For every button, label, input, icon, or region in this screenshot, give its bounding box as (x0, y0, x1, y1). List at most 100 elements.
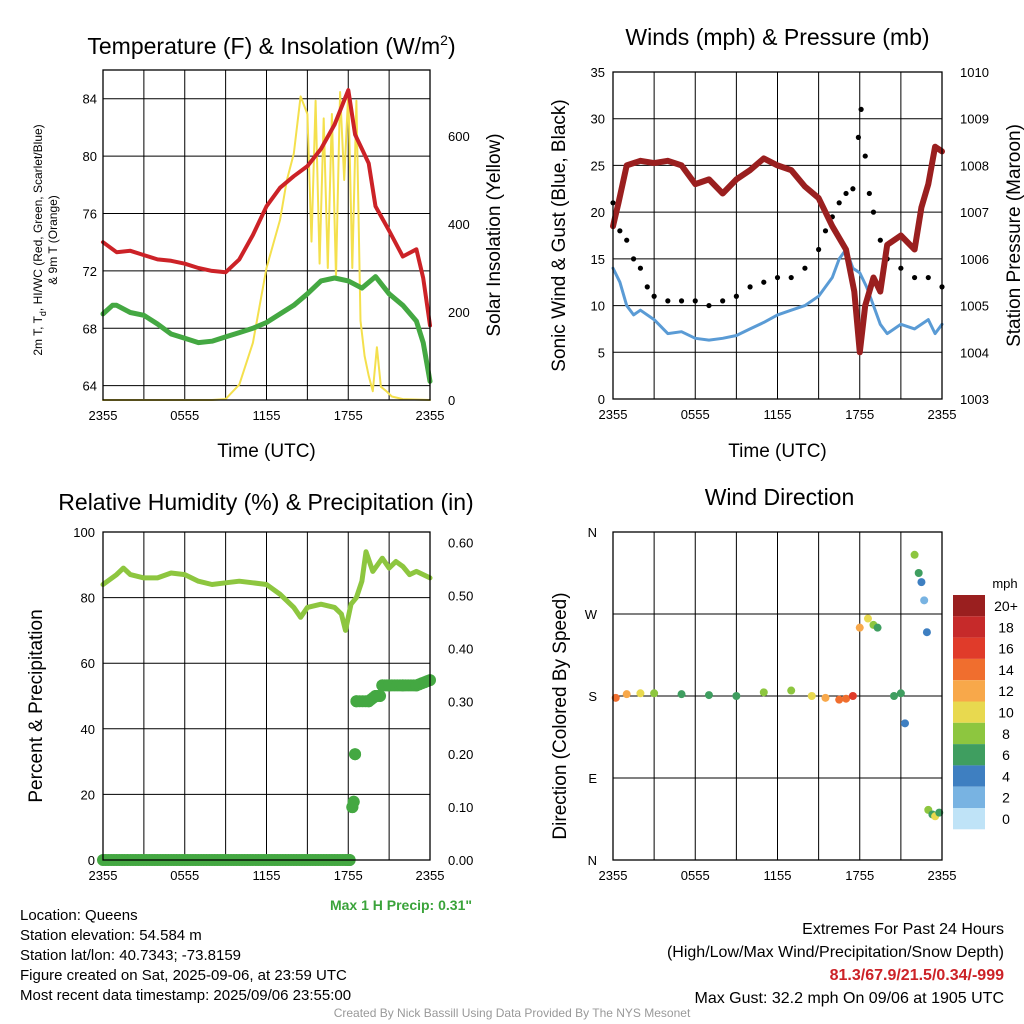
temp-panel-x-tick-label: 2355 (89, 408, 118, 423)
direction-panel-direction-point (900, 719, 909, 728)
max-gust-text: Max Gust: 32.2 mph On 09/06 at 1905 UTC (694, 990, 1005, 1007)
wind-panel-gust-point (877, 237, 883, 243)
rh-panel-x-tick-label: 1755 (334, 868, 363, 883)
direction-panel-direction-point (935, 808, 944, 817)
temp-panel-frame (102, 69, 431, 401)
direction-panel-legend-swatch (953, 595, 985, 617)
direction-panel-legend-label: 20+ (994, 598, 1018, 614)
rh-panel-y2-tick-label: 0.10 (448, 800, 473, 815)
wind-panel-gust-point (630, 256, 637, 262)
wind-panel-gust-point (911, 274, 918, 281)
rh-panel-title: Relative Humidity (%) & Precipitation (i… (58, 489, 473, 515)
temp-panel-title: Temperature (F) & Insolation (W/m2) (87, 32, 455, 59)
wind-panel-x-tick-label: 1155 (764, 407, 792, 422)
direction-panel-legend-swatch (953, 680, 985, 702)
direction-panel-direction-point (611, 693, 620, 702)
wind-panel-gust-point (624, 237, 630, 243)
direction-panel-legend-swatch (953, 744, 985, 766)
direction-panel-direction-point (677, 690, 686, 699)
rh-panel-y-axis-label: Percent & Precipitation (26, 609, 47, 802)
wind-panel-gust-point (862, 153, 868, 159)
temp-panel-insolation-line (102, 91, 431, 401)
direction-panel-legend-swatch (953, 765, 985, 787)
wind-panel-frame (612, 71, 943, 400)
station-info: Location: Queens Station elevation: 54.5… (20, 906, 351, 1006)
rh-panel-y-tick-label: 0 (88, 853, 95, 868)
rh-panel-x-tick-label: 2355 (416, 868, 445, 883)
rh-panel-precip-point (374, 690, 387, 702)
wind-panel-gust-point (733, 293, 739, 299)
direction-panel-direction-point (732, 692, 741, 700)
direction-panel-direction-point (848, 692, 857, 700)
direction-panel-y-tick-label: N (588, 853, 597, 868)
rh-panel-x-tick-label: 1155 (253, 868, 281, 883)
rh-panel-y-tick-label: 20 (81, 787, 95, 802)
direction-panel-x-tick-label: 1755 (845, 868, 874, 883)
wind-panel-gust-point (788, 274, 794, 281)
rh-panel-frame (102, 531, 431, 861)
wind-panel-y-tick-label: 25 (591, 158, 605, 173)
temp-panel-dewpoint-line (100, 274, 433, 384)
direction-panel-title: Wind Direction (705, 484, 855, 510)
temp-panel-y-tick-label: 64 (83, 379, 97, 394)
wind-panel-gust-point (637, 265, 644, 271)
direction-panel-y-axis-label: Direction (Colored By Speed) (550, 592, 571, 839)
temp-panel-y-tick-label: 84 (83, 92, 97, 107)
direction-panel-frame (612, 531, 943, 861)
rh-panel-y-tick-label: 60 (81, 656, 95, 671)
direction-panel-direction-point (896, 689, 905, 698)
direction-panel-direction-point (842, 694, 851, 703)
temp-panel-temperature-line (101, 88, 432, 328)
direction-panel-x-tick-label: 2355 (599, 868, 628, 883)
wind-panel-gust-point (774, 274, 781, 281)
recent-data-text: Most recent data timestamp: 2025/09/06 2… (20, 987, 352, 1004)
wind-panel-gust-point (802, 265, 808, 271)
temp-panel-y-tick-label: 72 (83, 264, 97, 279)
wind-panel-y2-tick-label: 1010 (960, 65, 989, 80)
direction-panel-y-tick-label: W (585, 607, 598, 622)
direction-panel-legend-swatch (953, 616, 985, 638)
wind-panel-gust-point (692, 298, 698, 304)
direction-panel-legend-label: 18 (998, 619, 1014, 635)
rh-panel-humidity-line (100, 549, 433, 633)
direction-panel-direction-point (704, 691, 713, 700)
temp-panel-x-tick-label: 1755 (334, 408, 363, 423)
credit-text: Created By Nick Bassill Using Data Provi… (333, 1006, 691, 1020)
direction-panel-direction-point (821, 693, 830, 702)
direction-panel-legend-label: 12 (998, 683, 1014, 699)
direction-panel-direction-point (917, 578, 926, 587)
wind-panel-gust-point (855, 134, 861, 140)
wind-panel-y-tick-label: 0 (598, 392, 605, 407)
temp-panel-y2-tick-label: 400 (448, 217, 470, 232)
direction-panel-x-tick-label: 1155 (764, 868, 792, 883)
direction-panel-x-tick-label: 0555 (681, 868, 710, 883)
direction-panel-legend-label: 0 (1002, 811, 1010, 827)
direction-panel-direction-point (890, 692, 899, 700)
direction-panel-legend-label: 16 (998, 641, 1014, 657)
wind-panel-y2-axis-label: Station Pressure (Maroon) (1004, 124, 1024, 347)
rh-panel-precip-point (347, 795, 360, 808)
wind-panel-gust-point (850, 186, 856, 192)
direction-panel-direction-point (787, 686, 796, 695)
direction-panel-direction-point (910, 550, 919, 559)
wind-panel-gust-point (665, 298, 671, 304)
extremes-values: 81.3/67.9/21.5/0.34/-999 (829, 967, 1004, 984)
direction-panel-direction-point (650, 689, 659, 698)
direction-panel-direction-point (622, 690, 631, 699)
wind-panel-sonic-wind-line (611, 248, 944, 342)
wind-panel-gust-point (706, 302, 712, 309)
temp-panel-x-axis-label: Time (UTC) (217, 441, 316, 462)
direction-panel-direction-point (759, 688, 768, 697)
wind-panel-gust-point (761, 279, 767, 285)
temp-panel-x-tick-label: 1155 (253, 408, 281, 423)
elevation-text: Station elevation: 54.584 m (20, 927, 202, 944)
temp-panel-y2-tick-label: 200 (448, 305, 470, 320)
rh-panel-x-tick-label: 2355 (89, 868, 118, 883)
wind-panel-y2-tick-label: 1005 (960, 299, 989, 314)
wind-panel-y2-tick-label: 1007 (960, 205, 989, 220)
direction-panel-direction-point (807, 692, 816, 700)
temp-panel-y2-tick-label: 600 (448, 129, 470, 144)
rh-panel-y-tick-label: 100 (73, 525, 95, 540)
wind-panel-y-axis-label: Sonic Wind & Gust (Blue, Black) (549, 99, 570, 371)
